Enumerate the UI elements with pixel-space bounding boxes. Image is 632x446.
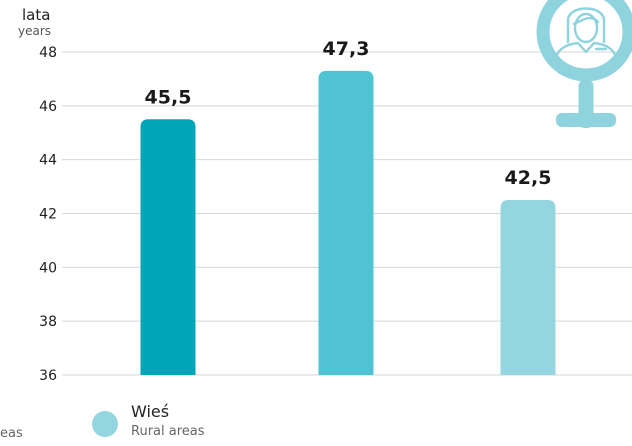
legend-swatch: [92, 411, 118, 437]
bar: [318, 70, 374, 375]
y-tick-label: 36: [39, 368, 57, 384]
y-tick-label: 40: [39, 260, 57, 276]
bar-value-label: 45,5: [145, 86, 192, 108]
bars: [140, 70, 556, 376]
y-tick-label: 46: [39, 99, 57, 115]
legend-label-pl: Wieś: [131, 402, 170, 421]
legend-label-fragment: eas: [0, 426, 23, 441]
bar-value-label: 47,3: [323, 38, 370, 60]
y-axis-title: lata: [22, 6, 51, 24]
y-tick-label: 42: [39, 207, 57, 223]
female-symbol-icon: [536, 0, 632, 128]
y-tick-label: 38: [39, 314, 57, 330]
bar: [500, 200, 556, 375]
value-labels: 45,5 47,3 42,5: [145, 38, 552, 189]
y-tick-label: 48: [39, 45, 57, 61]
y-tick-labels: 36 38 40 42 44 46 48: [39, 45, 57, 384]
bar-value-label: 42,5: [505, 167, 552, 189]
bar: [140, 119, 196, 376]
legend-label-en: Rural areas: [131, 424, 205, 439]
y-axis-subtitle: years: [18, 24, 52, 38]
y-tick-label: 44: [39, 153, 57, 169]
